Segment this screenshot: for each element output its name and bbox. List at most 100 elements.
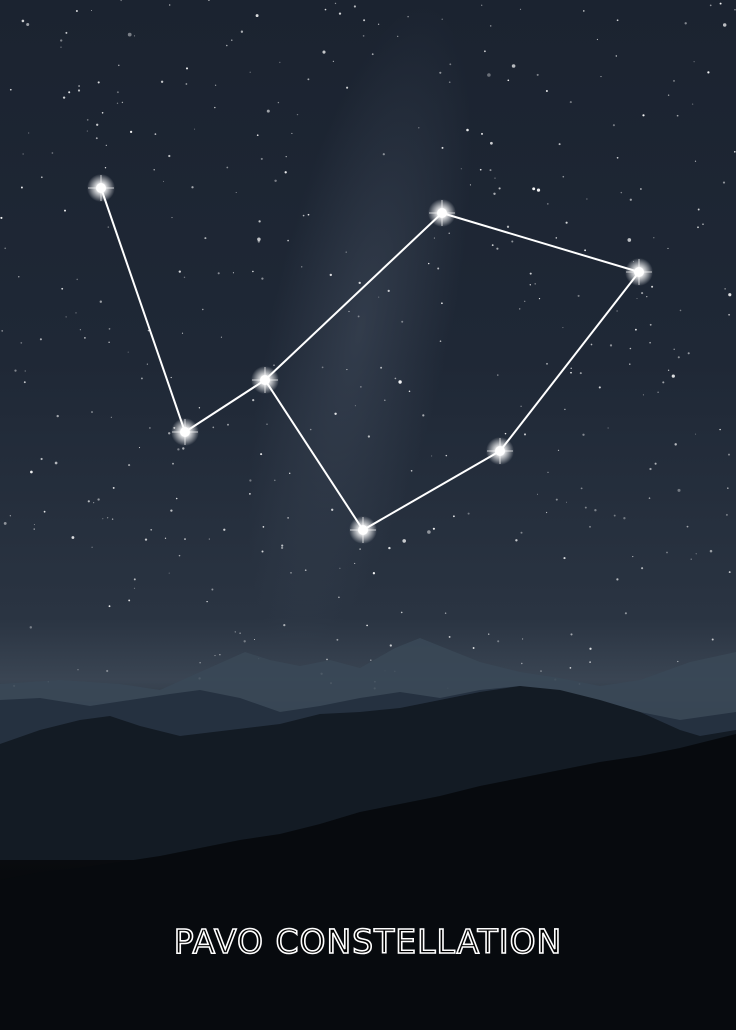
background-star — [529, 284, 531, 286]
background-star — [257, 237, 261, 242]
constellation-star — [87, 174, 115, 202]
background-star — [204, 237, 207, 240]
background-star — [397, 35, 399, 37]
background-star — [29, 626, 33, 629]
background-star — [646, 296, 648, 298]
background-star — [33, 528, 35, 530]
background-star — [64, 209, 66, 212]
background-star — [334, 2, 337, 5]
background-star — [75, 9, 78, 13]
background-star — [433, 237, 435, 239]
background-star — [722, 23, 727, 27]
background-star — [91, 546, 93, 548]
background-star — [511, 240, 514, 243]
background-star — [120, 0, 122, 2]
background-star — [77, 89, 81, 92]
background-star — [357, 315, 360, 318]
background-star — [214, 655, 216, 657]
background-star — [255, 14, 259, 18]
background-star — [569, 667, 572, 669]
background-star — [362, 35, 365, 37]
background-star — [252, 399, 255, 402]
background-star — [734, 151, 736, 153]
background-star — [108, 328, 111, 330]
background-star — [557, 449, 560, 452]
background-star — [20, 186, 23, 189]
background-star — [479, 168, 482, 171]
background-star — [75, 312, 77, 314]
background-star — [40, 176, 43, 179]
background-star — [518, 308, 521, 310]
background-star — [283, 623, 286, 627]
background-star — [14, 369, 17, 372]
background-star — [366, 624, 368, 627]
background-star — [104, 167, 107, 169]
background-star — [693, 61, 695, 63]
background-star — [596, 38, 598, 41]
background-star — [9, 515, 11, 517]
background-star — [702, 223, 704, 226]
background-star — [149, 427, 151, 429]
background-star — [363, 19, 366, 22]
background-star — [346, 86, 349, 89]
background-star — [93, 502, 95, 504]
background-star — [616, 578, 619, 581]
background-star — [728, 571, 731, 574]
background-star — [481, 132, 483, 135]
background-star — [243, 640, 246, 643]
background-star — [28, 132, 30, 134]
background-star — [154, 133, 157, 135]
background-star — [168, 154, 171, 158]
background-star — [520, 405, 522, 407]
background-star — [709, 4, 712, 7]
background-star — [616, 310, 618, 312]
background-star — [546, 203, 549, 205]
background-star — [448, 232, 450, 234]
background-star — [613, 514, 616, 517]
background-star — [108, 341, 110, 343]
background-star — [673, 79, 675, 82]
background-star — [61, 287, 64, 290]
background-star — [540, 670, 542, 672]
background-star — [570, 371, 572, 374]
background-star — [598, 386, 601, 389]
background-star — [734, 9, 736, 11]
background-star — [449, 63, 452, 66]
poster-title: PAVO CONSTELLATION — [173, 921, 563, 962]
background-star — [256, 134, 259, 137]
background-star — [529, 272, 532, 275]
background-star — [519, 8, 522, 10]
background-star — [235, 192, 237, 193]
background-star — [555, 237, 558, 239]
background-star — [175, 497, 178, 500]
background-star — [39, 338, 42, 341]
background-star — [410, 469, 413, 472]
background-star — [181, 332, 184, 334]
background-star — [207, 0, 210, 2]
background-star — [496, 247, 499, 250]
background-star — [214, 84, 217, 86]
background-star — [23, 381, 26, 384]
background-star — [116, 91, 119, 94]
background-star — [338, 12, 342, 15]
background-star — [65, 316, 67, 318]
background-star — [261, 550, 264, 553]
background-star — [453, 515, 455, 518]
background-star — [418, 127, 420, 129]
background-star — [150, 528, 153, 531]
background-star — [191, 186, 194, 189]
background-star — [649, 323, 652, 326]
background-star — [487, 73, 491, 77]
background-star — [261, 277, 264, 280]
background-star — [564, 408, 566, 411]
background-star — [20, 342, 23, 344]
constellation-star — [486, 437, 514, 465]
background-star — [0, 216, 3, 219]
background-star — [431, 455, 433, 457]
background-star — [667, 369, 670, 371]
background-star — [4, 247, 7, 250]
background-star — [84, 337, 86, 339]
background-star — [194, 128, 196, 130]
constellation-link — [100, 187, 186, 433]
background-star — [86, 130, 88, 132]
